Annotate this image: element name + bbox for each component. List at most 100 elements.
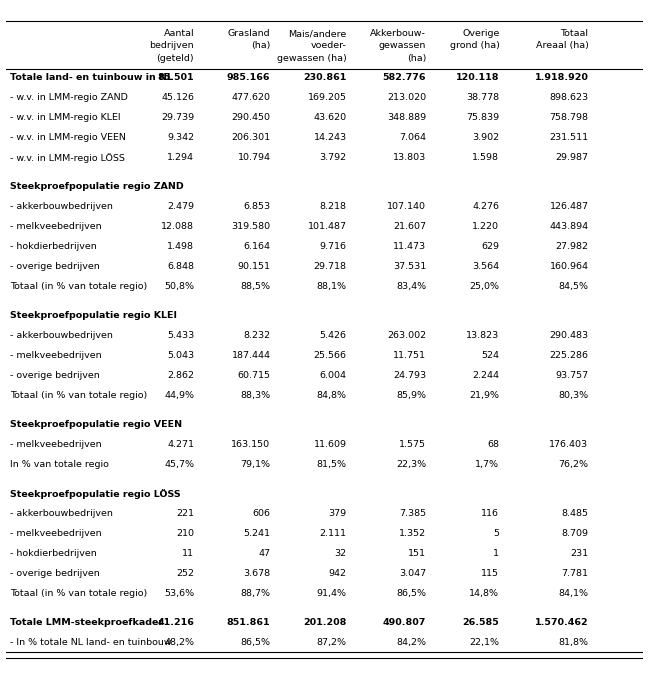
Text: 47: 47 (258, 549, 271, 558)
Text: - w.v. in LMM-regio KLEI: - w.v. in LMM-regio KLEI (10, 113, 120, 122)
Text: Totaal (in % van totale regio): Totaal (in % van totale regio) (10, 589, 147, 597)
Text: - melkveebedrijven: - melkveebedrijven (10, 222, 101, 231)
Text: 12.088: 12.088 (161, 222, 194, 231)
Text: Steekproefpopulatie regio VEEN: Steekproefpopulatie regio VEEN (10, 420, 182, 429)
Text: 5.426: 5.426 (320, 331, 347, 340)
Text: 176.403: 176.403 (549, 439, 589, 449)
Text: 14,8%: 14,8% (469, 589, 500, 597)
Text: 93.757: 93.757 (556, 371, 589, 379)
Text: 1.294: 1.294 (167, 153, 194, 162)
Text: 2.862: 2.862 (167, 371, 194, 379)
Text: 80,3%: 80,3% (558, 391, 589, 400)
Text: - melkveebedrijven: - melkveebedrijven (10, 351, 101, 360)
Text: 90.151: 90.151 (238, 262, 271, 271)
Text: - akkerbouwbedrijven: - akkerbouwbedrijven (10, 331, 112, 340)
Text: 1.352: 1.352 (399, 529, 426, 538)
Text: In % van totale regio: In % van totale regio (10, 460, 108, 468)
Text: 10.794: 10.794 (238, 153, 271, 162)
Text: 348.889: 348.889 (387, 113, 426, 122)
Text: 21,9%: 21,9% (469, 391, 500, 400)
Text: - w.v. in LMM-regio VEEN: - w.v. in LMM-regio VEEN (10, 133, 125, 142)
Text: 1.918.920: 1.918.920 (535, 73, 589, 82)
Text: - overige bedrijven: - overige bedrijven (10, 262, 99, 271)
Text: 41.216: 41.216 (157, 618, 194, 627)
Text: 50,8%: 50,8% (164, 281, 194, 291)
Text: 44,9%: 44,9% (164, 391, 194, 400)
Text: - overige bedrijven: - overige bedrijven (10, 371, 99, 379)
Text: 169.205: 169.205 (308, 93, 347, 102)
Text: 88,3%: 88,3% (240, 391, 271, 400)
Text: 187.444: 187.444 (232, 351, 271, 360)
Text: grond (ha): grond (ha) (450, 41, 500, 51)
Text: 45,7%: 45,7% (164, 460, 194, 468)
Text: 126.487: 126.487 (550, 202, 589, 211)
Text: 6.848: 6.848 (167, 262, 194, 271)
Text: 7.781: 7.781 (561, 568, 589, 578)
Text: 5.433: 5.433 (167, 331, 194, 340)
Text: 206.301: 206.301 (231, 133, 271, 142)
Text: 8.485: 8.485 (561, 509, 589, 518)
Text: - akkerbouwbedrijven: - akkerbouwbedrijven (10, 509, 112, 518)
Text: 6.004: 6.004 (320, 371, 347, 379)
Text: Totaal (in % van totale regio): Totaal (in % van totale regio) (10, 281, 147, 291)
Text: 86,5%: 86,5% (397, 589, 426, 597)
Text: 231: 231 (570, 549, 589, 558)
Text: 1.570.462: 1.570.462 (535, 618, 589, 627)
Text: 225.286: 225.286 (550, 351, 589, 360)
Text: 3.678: 3.678 (243, 568, 271, 578)
Text: 6.853: 6.853 (243, 202, 271, 211)
Text: gewassen (ha): gewassen (ha) (277, 54, 347, 63)
Text: 163.150: 163.150 (231, 439, 271, 449)
Text: - In % totale NL land- en tuinbouw: - In % totale NL land- en tuinbouw (10, 638, 171, 647)
Text: 7.064: 7.064 (399, 133, 426, 142)
Text: (ha): (ha) (251, 41, 271, 51)
Text: - melkveebedrijven: - melkveebedrijven (10, 529, 101, 538)
Text: 319.580: 319.580 (231, 222, 271, 231)
Text: 582.776: 582.776 (383, 73, 426, 82)
Text: 1.498: 1.498 (167, 242, 194, 250)
Text: 85.501: 85.501 (158, 73, 194, 82)
Text: 151: 151 (408, 549, 426, 558)
Text: 160.964: 160.964 (550, 262, 589, 271)
Text: - akkerbouwbedrijven: - akkerbouwbedrijven (10, 202, 112, 211)
Text: 22,3%: 22,3% (396, 460, 426, 468)
Text: 29.739: 29.739 (161, 113, 194, 122)
Text: 6.164: 6.164 (243, 242, 271, 250)
Text: 86,5%: 86,5% (240, 638, 271, 647)
Text: (ha): (ha) (407, 54, 426, 63)
Text: 84,5%: 84,5% (558, 281, 589, 291)
Text: voeder-: voeder- (311, 41, 347, 51)
Text: 76,2%: 76,2% (558, 460, 589, 468)
Text: 83,4%: 83,4% (396, 281, 426, 291)
Text: 1.220: 1.220 (472, 222, 500, 231)
Text: gewassen: gewassen (379, 41, 426, 51)
Text: 4.271: 4.271 (167, 439, 194, 449)
Text: 9.342: 9.342 (167, 133, 194, 142)
Text: 8.709: 8.709 (561, 529, 589, 538)
Text: 252: 252 (176, 568, 194, 578)
Text: - overige bedrijven: - overige bedrijven (10, 568, 99, 578)
Text: 443.894: 443.894 (549, 222, 589, 231)
Text: 851.861: 851.861 (227, 618, 271, 627)
Text: 88,1%: 88,1% (317, 281, 347, 291)
Text: 91,4%: 91,4% (317, 589, 347, 597)
Text: 27.982: 27.982 (556, 242, 589, 250)
Text: 3.902: 3.902 (472, 133, 500, 142)
Text: 29.718: 29.718 (313, 262, 347, 271)
Text: 201.208: 201.208 (303, 618, 347, 627)
Text: 5: 5 (493, 529, 500, 538)
Text: 38.778: 38.778 (466, 93, 500, 102)
Text: 75.839: 75.839 (466, 113, 500, 122)
Text: 116: 116 (482, 509, 500, 518)
Text: 53,6%: 53,6% (164, 589, 194, 597)
Text: 26.585: 26.585 (463, 618, 500, 627)
Text: 5.043: 5.043 (167, 351, 194, 360)
Text: 1.598: 1.598 (472, 153, 500, 162)
Text: 32: 32 (335, 549, 347, 558)
Text: - w.v. in LMM-regio ZAND: - w.v. in LMM-regio ZAND (10, 93, 128, 102)
Text: 2.111: 2.111 (320, 529, 347, 538)
Text: 490.807: 490.807 (383, 618, 426, 627)
Text: 1: 1 (493, 549, 500, 558)
Text: 29.987: 29.987 (556, 153, 589, 162)
Text: 37.531: 37.531 (393, 262, 426, 271)
